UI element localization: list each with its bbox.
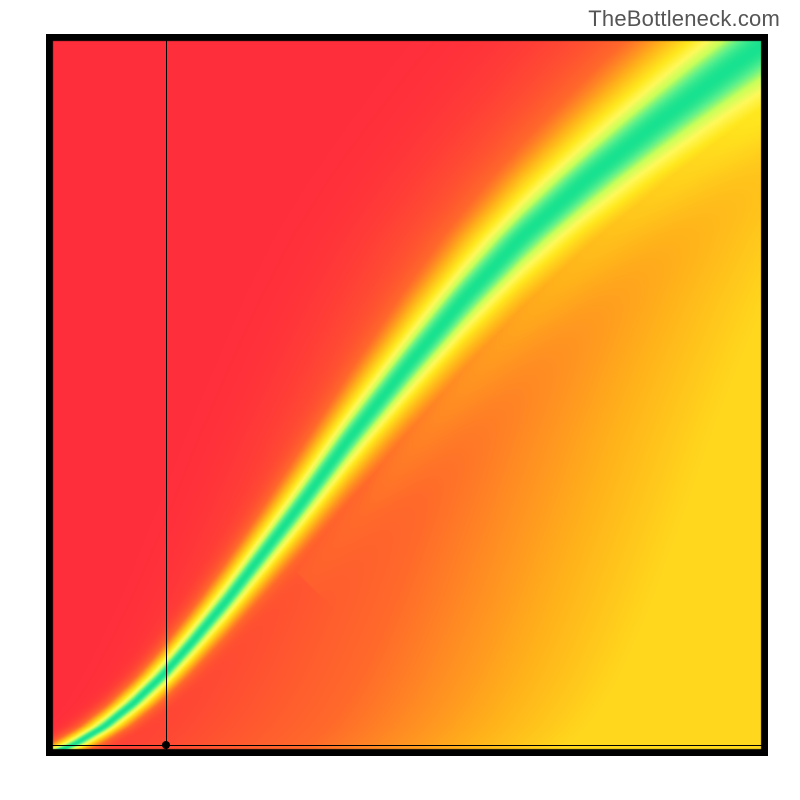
image-root: TheBottleneck.com [0, 0, 800, 800]
watermark-label: TheBottleneck.com [588, 6, 780, 32]
heatmap-canvas [47, 35, 767, 755]
plot-area [46, 34, 768, 756]
